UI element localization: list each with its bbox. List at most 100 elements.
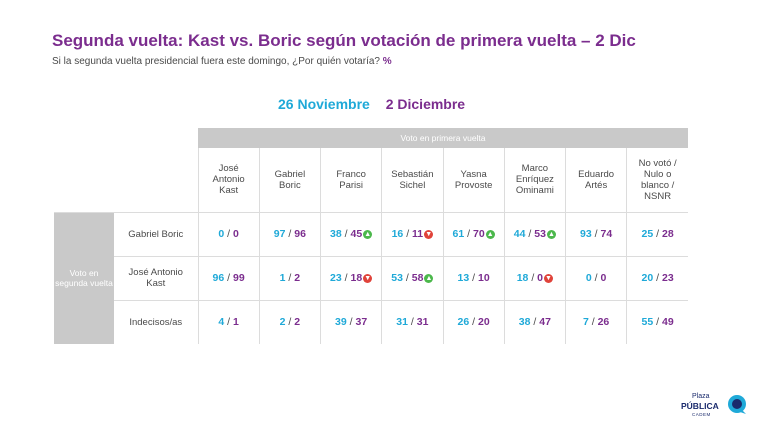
value-nov: 7 [582,316,589,329]
group-header: Voto en primera vuelta [198,128,688,148]
value-nov: 13 [457,272,470,284]
row-label: Gabriel Boric [114,211,198,256]
value-dec: 0 [537,272,544,284]
data-cell: 7 / 26 [564,299,627,344]
value-dec: 0 [233,228,239,240]
value-separator: / [285,316,295,329]
column-header: Gabriel Boric [258,148,321,212]
value-nov: 39 [335,316,347,329]
value-separator: / [346,316,356,329]
data-cell: 4 / 1 [197,299,260,344]
up-arrow-icon: ▲ [363,230,373,239]
data-cell: 31 / 31 [381,299,443,344]
value-dec: 10 [478,272,490,284]
legend-nov: 26 Noviembre [278,96,370,112]
down-arrow-icon: ▼ [363,274,373,283]
crosstab-table: Voto en primera vuelta José Antonio Kast Ga… [54,128,688,344]
value-dec: 49 [662,316,674,329]
value-separator: / [588,316,598,329]
date-legend: 26 Noviembre 2 Diciembre [278,96,465,112]
row-label: Indecisos/as [114,299,198,344]
value-separator: / [403,228,413,240]
value-nov: 44 [513,228,526,240]
plaza-publica-logo: Plaza PÚBLICA CADEM [672,390,752,424]
value-nov: 25 [641,228,654,240]
column-header: Marco Enríquez Ominami [503,148,566,212]
data-cell: 1 / 2 [258,255,321,300]
value-nov: 20 [641,272,654,284]
logo-cadem: CADEM [692,412,711,417]
value-nov: 18 [516,272,529,284]
data-cell: 96 / 99 [197,255,260,300]
data-cell: 38 / 45 ▲ [319,211,382,256]
value-dec: 96 [294,228,306,240]
data-cell: 97 / 96 [258,211,321,256]
value-dec: 1 [233,316,239,329]
value-separator: / [285,272,295,284]
data-cell: 0 / 0 [564,255,627,300]
value-nov: 61 [452,228,465,240]
row-label: José Antonio Kast [114,255,198,300]
value-separator: / [407,316,417,329]
up-arrow-icon: ▲ [546,230,556,239]
data-cell: 16 / 11 ▼ [381,211,443,256]
value-separator: / [653,316,662,329]
data-cell: 25 / 28 [626,211,688,256]
value-dec: 37 [355,316,368,329]
column-header: José Antonio Kast [197,148,260,212]
value-separator: / [341,272,351,284]
page-title: Segunda vuelta: Kast vs. Boric según vot… [52,31,636,50]
value-separator: / [224,316,233,329]
data-cell: 53 / 58 ▲ [381,255,443,300]
value-dec: 26 [597,316,610,329]
data-cell: 0 / 0 [197,211,260,256]
up-arrow-icon: ▲ [485,230,495,239]
data-cell: 20 / 23 [626,255,688,300]
value-dec: 20 [478,316,490,329]
value-nov: 53 [391,272,403,284]
data-cell: 13 / 10 [442,255,505,300]
value-dec: 31 [416,316,429,329]
up-arrow-icon: ▲ [424,274,434,283]
value-dec: 0 [600,272,607,284]
value-dec: 58 [411,272,424,284]
empty-corner [54,128,198,148]
value-separator: / [469,316,478,329]
data-cell: 61 / 70 ▲ [442,211,505,256]
value-separator: / [224,228,233,240]
value-dec: 28 [662,228,674,240]
value-nov: 31 [396,316,408,329]
value-separator: / [341,228,351,240]
value-nov: 2 [279,316,286,329]
data-cell: 26 / 20 [442,299,505,344]
logo-publica: PÚBLICA [681,401,719,411]
data-cell: 93 / 74 [564,211,627,256]
value-nov: 0 [218,228,225,240]
value-dec: 2 [294,272,301,284]
column-header: Yasna Provoste [442,148,505,212]
column-header: Franco Parisi [319,148,382,212]
down-arrow-icon: ▼ [544,274,554,283]
down-arrow-icon: ▼ [424,230,434,239]
value-nov: 4 [218,316,225,329]
logo-plaza: Plaza [692,393,710,400]
value-separator: / [653,228,662,240]
value-separator: / [224,272,233,284]
legend-dec: 2 Diciembre [385,96,466,112]
value-nov: 97 [273,228,286,240]
value-dec: 74 [600,228,613,240]
value-separator: / [469,272,478,284]
subtitle-unit: % [382,56,392,67]
value-nov: 23 [330,272,342,284]
value-dec: 18 [350,272,363,284]
value-separator: / [591,272,601,284]
page-subtitle: Si la segunda vuelta presidencial fuera … [52,56,392,67]
value-dec: 70 [473,228,485,240]
value-separator: / [528,272,538,284]
value-nov: 96 [212,272,225,284]
value-dec: 2 [294,316,301,329]
value-separator: / [402,272,412,284]
data-cell: 55 / 49 [626,299,688,344]
value-separator: / [530,316,540,329]
